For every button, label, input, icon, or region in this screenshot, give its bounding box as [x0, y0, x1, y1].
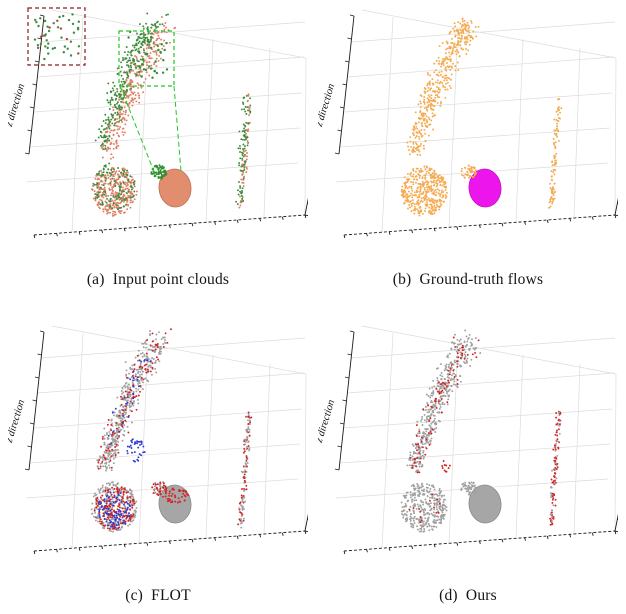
solid-flow-blob	[468, 168, 502, 208]
z-axis-label: z direction	[318, 83, 337, 129]
grid-lines	[25, 325, 307, 549]
grid-lines	[335, 325, 617, 549]
zoom-inset	[118, 30, 175, 87]
point-cloud	[90, 12, 252, 217]
zoom-connector-line	[173, 85, 182, 172]
zoom-inset-box	[118, 30, 175, 87]
solid-flow-blob	[158, 484, 192, 524]
point-cloud	[400, 17, 563, 217]
axes	[334, 14, 618, 239]
z-axis-label: z direction	[318, 399, 337, 445]
y-axis	[614, 197, 618, 216]
y-axis	[614, 513, 618, 532]
axes	[24, 14, 308, 239]
caption-a: (a) Input point clouds	[86, 271, 230, 288]
panel-input-point-clouds: z direction (a) Input point clouds	[8, 2, 308, 289]
zoom-inset-box	[27, 7, 86, 66]
solid-flow-blob	[468, 484, 502, 524]
solid-flow-blob	[158, 168, 192, 208]
caption-b: (b) Ground-truth flows	[392, 271, 544, 288]
caption-d: (d) Ours	[439, 587, 497, 604]
plot-flot: z direction	[8, 325, 308, 555]
zoom-inset	[27, 7, 86, 66]
caption-c: (c) FLOT	[125, 587, 191, 604]
point-cloud	[90, 328, 253, 533]
axes	[24, 330, 308, 555]
plot-ground-truth-flows: z direction	[318, 9, 618, 239]
z-axis-label: z direction	[8, 399, 27, 445]
zoom-connector-line	[119, 85, 156, 175]
y-axis	[304, 197, 308, 216]
panel-ground-truth-flows: z direction (b) Ground-truth flows	[318, 2, 618, 289]
z-axis-label: z direction	[8, 83, 27, 129]
panel-flot: z direction (c) FLOT	[8, 318, 308, 605]
axes	[334, 330, 618, 555]
y-axis	[304, 513, 308, 532]
plot-input-point-clouds: z direction	[8, 7, 308, 239]
panel-ours: z direction (d) Ours	[318, 318, 618, 605]
plot-ours: z direction	[318, 325, 618, 555]
point-cloud	[400, 329, 562, 533]
